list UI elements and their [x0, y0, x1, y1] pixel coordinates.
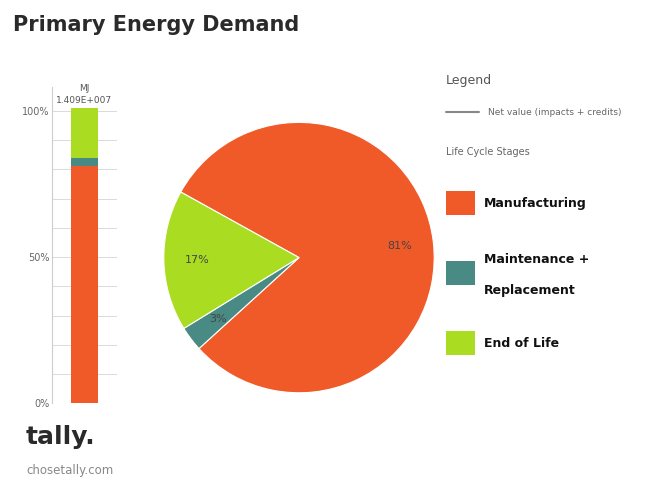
Text: 17%: 17% [185, 255, 210, 265]
Bar [71, 157, 98, 166]
Text: 1.409E+007: 1.409E+007 [57, 96, 112, 105]
Bar [71, 108, 98, 157]
Wedge shape [181, 122, 434, 393]
Wedge shape [184, 258, 299, 348]
Text: Manufacturing: Manufacturing [484, 197, 586, 209]
Bar [446, 261, 475, 285]
Text: 3%: 3% [209, 313, 227, 324]
Bar [71, 166, 98, 403]
Text: tally.: tally. [26, 425, 96, 449]
Text: Legend: Legend [446, 74, 492, 87]
Wedge shape [164, 192, 299, 329]
Text: Net value (impacts + credits): Net value (impacts + credits) [488, 108, 621, 117]
Text: Maintenance +: Maintenance + [484, 253, 589, 266]
Text: MJ: MJ [79, 85, 90, 93]
Text: Primary Energy Demand: Primary Energy Demand [13, 15, 299, 35]
Text: Replacement: Replacement [484, 284, 575, 297]
Bar [446, 191, 475, 215]
Bar [446, 331, 475, 355]
Text: chosetally.com: chosetally.com [26, 464, 113, 477]
Text: 81%: 81% [387, 241, 412, 251]
Text: Life Cycle Stages: Life Cycle Stages [446, 147, 530, 157]
Text: End of Life: End of Life [484, 337, 559, 349]
